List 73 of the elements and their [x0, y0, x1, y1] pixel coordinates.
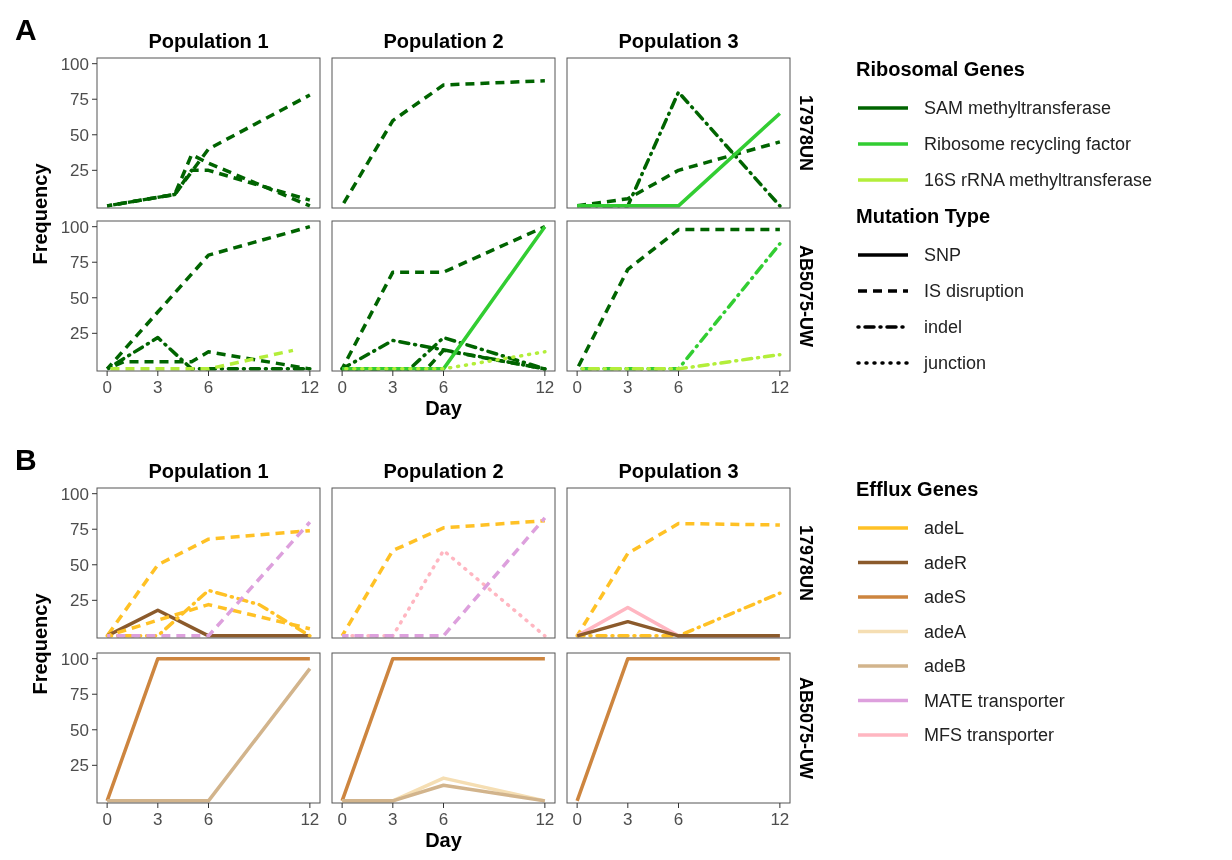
legend-label: junction: [923, 353, 987, 374]
x-tick-label: 6: [438, 810, 449, 829]
legend-label: SNP: [924, 245, 962, 266]
chart-title: Population 2: [383, 30, 504, 52]
y2-axis-title: AB5075-UW: [796, 676, 816, 780]
legend-label: Ribosome recycling factor: [924, 134, 1132, 155]
x-axis-title: Day: [425, 397, 463, 419]
x-tick-label: 0: [572, 378, 582, 397]
y-tick-label: 100: [60, 649, 89, 669]
y-tick-label: 100: [60, 217, 89, 237]
y-tick-label: 100: [60, 54, 89, 74]
y2-axis-title: 17978UN: [796, 94, 816, 172]
legend-label: indel: [924, 317, 963, 338]
legend-label: 16S rRNA methyltransferase: [924, 170, 1153, 191]
y-tick-label: 75: [70, 520, 89, 540]
x-axis-title: Day: [425, 829, 463, 851]
x-tick-label: 0: [337, 810, 347, 829]
chart-title: Population 3: [618, 30, 739, 52]
text: A: [15, 13, 37, 46]
legend-label: MFS transporter: [924, 725, 1055, 746]
x-tick-label: 0: [572, 810, 582, 829]
y-tick-label: 75: [70, 253, 89, 273]
y-tick-label: 50: [70, 288, 89, 308]
x-tick-label: 12: [300, 810, 320, 829]
y-axis-title: Frequency: [29, 592, 51, 695]
x-tick-label: 3: [623, 810, 633, 829]
x-tick-label: 6: [203, 378, 214, 397]
x-tick-label: 12: [300, 378, 320, 397]
x-tick-label: 12: [770, 810, 790, 829]
chart-title: Population 1: [148, 460, 269, 482]
x-tick-label: 6: [673, 810, 684, 829]
y-tick-label: 25: [70, 161, 89, 181]
x-tick-label: 3: [388, 810, 398, 829]
x-tick-label: 3: [388, 378, 398, 397]
x-tick-label: 0: [102, 378, 112, 397]
legend-label: SAM methyltransferase: [924, 98, 1112, 119]
x-tick-label: 12: [535, 378, 555, 397]
x-tick-label: 3: [623, 378, 633, 397]
y-axis-title: Frequency: [29, 162, 51, 265]
x-tick-label: 0: [337, 378, 347, 397]
x-tick-label: 12: [535, 810, 555, 829]
y-tick-label: 50: [70, 125, 89, 145]
chart-title: Population 1: [148, 30, 269, 52]
legend-label: adeS: [924, 587, 967, 608]
x-tick-label: 3: [153, 810, 163, 829]
y-tick-label: 75: [70, 90, 89, 110]
y2-axis-title: 17978UN: [796, 524, 816, 602]
legend-label: adeA: [924, 621, 967, 642]
chart-title: Population 3: [618, 460, 739, 482]
y-tick-label: 25: [70, 324, 89, 344]
y-tick-label: 25: [70, 591, 89, 611]
legend-label: MATE transporter: [924, 690, 1065, 711]
y-tick-label: 50: [70, 555, 89, 575]
x-tick-label: 12: [770, 378, 790, 397]
x-tick-label: 0: [102, 810, 112, 829]
y-tick-label: 75: [70, 685, 89, 705]
chart-title: Population 2: [383, 460, 504, 482]
legend-title: Ribosomal Genes: [856, 58, 1025, 80]
legend-label: adeR: [924, 552, 968, 573]
text: B: [15, 443, 37, 476]
x-tick-label: 6: [673, 378, 684, 397]
y-tick-label: 25: [70, 756, 89, 776]
x-tick-label: 6: [438, 378, 449, 397]
y2-axis-title: AB5075-UW: [796, 244, 816, 348]
legend-title: Mutation Type: [856, 205, 991, 227]
y-tick-label: 100: [60, 484, 89, 504]
y-tick-label: 50: [70, 720, 89, 740]
legend-label: adeL: [924, 518, 965, 539]
legend-title: Efflux Genes: [856, 478, 979, 500]
x-tick-label: 3: [153, 378, 163, 397]
legend-label: adeB: [924, 656, 967, 677]
x-tick-label: 6: [203, 810, 214, 829]
legend-label: IS disruption: [924, 281, 1025, 302]
